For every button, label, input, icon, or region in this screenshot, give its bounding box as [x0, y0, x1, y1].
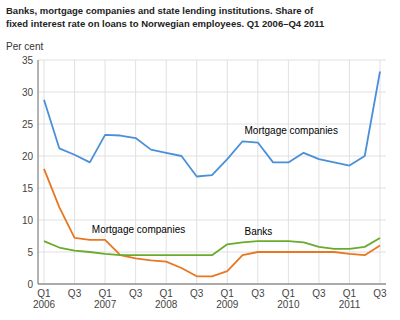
y-grid-line	[38, 92, 386, 93]
x-grid-line	[318, 60, 319, 284]
y-tick-label: 35	[22, 55, 34, 66]
y-grid-line	[38, 156, 386, 157]
x-tick-label: Q12011	[339, 288, 361, 310]
x-tick-label: Q12009	[216, 288, 239, 310]
x-tick-label: Q3	[190, 288, 204, 299]
x-axis-line	[38, 284, 386, 285]
text-line: Q1	[221, 288, 235, 299]
series-line	[44, 238, 380, 255]
axes: 05101520253035Q12006Q3Q12007Q3Q12008Q3Q1…	[22, 55, 387, 311]
y-axis-line	[38, 60, 39, 284]
y-tick-label: 25	[22, 119, 34, 130]
annotation: Banks	[245, 226, 273, 237]
x-grid-line	[196, 60, 197, 284]
x-tick-label: Q12008	[155, 288, 178, 310]
text-line: Q1	[343, 288, 357, 299]
y-axis-label: Per cent	[6, 41, 43, 52]
y-grid-line	[38, 188, 386, 189]
text-line: Q3	[373, 288, 387, 299]
x-tick-label: Q12006	[33, 288, 56, 310]
text-line: 2007	[94, 299, 117, 310]
y-grid-line	[38, 284, 386, 285]
grid	[38, 60, 386, 284]
annotations: Mortgage companies Mortgage companies Bank…	[92, 125, 338, 237]
x-tick-label: Q3	[68, 288, 82, 299]
title: Banks, mortgage companies and state lend…	[6, 5, 325, 29]
text-line: fixed interest rate on loans to Norwegia…	[6, 18, 325, 29]
x-grid-line	[257, 60, 258, 284]
plot-area	[44, 72, 380, 277]
x-grid-line	[227, 60, 228, 284]
text-line: 2010	[277, 299, 300, 310]
x-grid-line	[380, 60, 381, 284]
text-line: 2008	[155, 299, 178, 310]
text-line: Banks, mortgage companies and state lend…	[6, 5, 314, 16]
text-line: Q3	[190, 288, 204, 299]
text-line: Q3	[68, 288, 82, 299]
text-line: Q1	[98, 288, 112, 299]
x-grid-line	[166, 60, 167, 284]
text-line: Q3	[312, 288, 326, 299]
x-grid-line	[135, 60, 136, 284]
x-grid-line	[105, 60, 106, 284]
text-line: 2011	[339, 299, 361, 310]
annotation: Mortgage companies	[245, 125, 338, 136]
y-tick-label: 10	[22, 215, 34, 226]
x-grid-line	[349, 60, 350, 284]
chart: Banks, mortgage companies and state lend…	[0, 0, 400, 320]
x-tick-label: Q12007	[94, 288, 117, 310]
y-tick-label: 20	[22, 151, 34, 162]
y-grid-line	[38, 60, 386, 61]
y-tick-label: 15	[22, 183, 34, 194]
text-line: Q1	[37, 288, 51, 299]
y-grid-line	[38, 220, 386, 221]
x-tick-label: Q3	[373, 288, 387, 299]
text-line: Q1	[282, 288, 296, 299]
text-line: Q3	[129, 288, 143, 299]
x-grid-line	[288, 60, 289, 284]
series-line	[44, 169, 380, 277]
series-line	[44, 72, 380, 177]
x-tick-label: Q3	[312, 288, 326, 299]
y-tick-label: 5	[27, 247, 33, 258]
x-tick-label: Q3	[251, 288, 265, 299]
y-tick-label: 0	[27, 279, 33, 290]
text-line: 2006	[33, 299, 56, 310]
y-tick-label: 30	[22, 87, 34, 98]
annotation: Mortgage companies	[92, 224, 185, 235]
text-line: Q1	[160, 288, 174, 299]
text-line: Q3	[251, 288, 265, 299]
x-tick-label: Q3	[129, 288, 143, 299]
text-line: 2009	[216, 299, 239, 310]
x-tick-label: Q12010	[277, 288, 300, 310]
